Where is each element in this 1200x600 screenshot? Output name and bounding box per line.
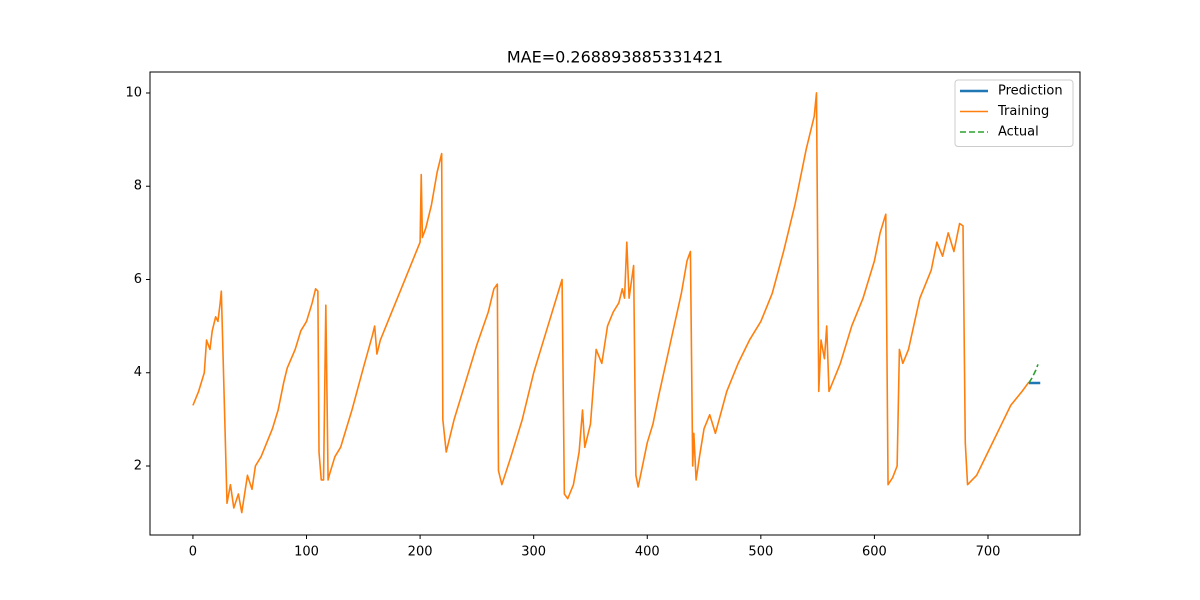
series-line	[192, 92, 1030, 514]
legend-label: Training	[997, 104, 1049, 119]
plot-area	[192, 92, 1041, 514]
x-tick-label: 0	[189, 545, 197, 560]
x-tick-label: 600	[862, 545, 887, 560]
x-tick-label: 200	[408, 545, 433, 560]
legend-label: Actual	[998, 125, 1039, 140]
x-tick-label: 500	[748, 545, 773, 560]
axes-frame	[149, 71, 1081, 536]
chart-title: MAE=0.268893885331421	[507, 48, 723, 67]
series-line	[1028, 364, 1039, 384]
legend: Prediction Training Actual	[954, 79, 1074, 147]
x-tick-label: 100	[294, 545, 319, 560]
legend-box	[954, 79, 1074, 147]
legend-label: Prediction	[998, 84, 1063, 99]
y-tick-label: 4	[134, 365, 142, 380]
x-tick-label: 300	[521, 545, 546, 560]
y-tick-label: 2	[134, 458, 142, 473]
x-tick-label: 700	[976, 545, 1001, 560]
y-tick-label: 6	[134, 272, 142, 287]
x-tick-label: 400	[635, 545, 660, 560]
y-tick-label: 8	[134, 179, 142, 194]
y-tick-label: 10	[125, 85, 142, 100]
